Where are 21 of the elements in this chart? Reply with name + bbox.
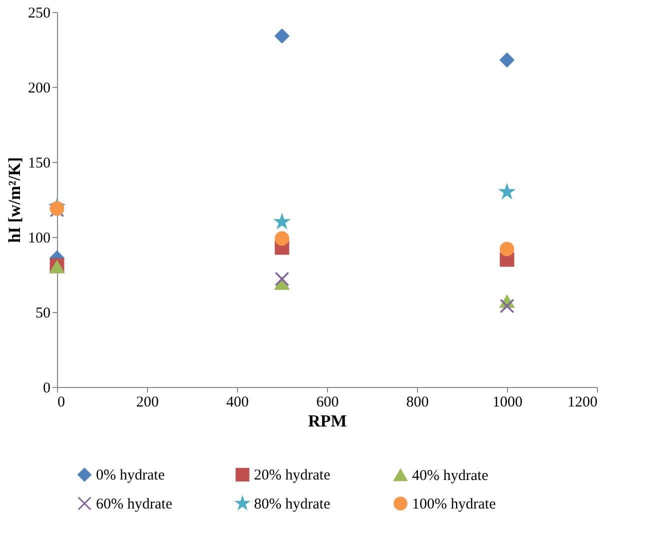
legend-label: 0% hydrate [96,468,166,484]
x-tick-label: 1000 [492,394,522,410]
y-tick-label: 250 [28,6,50,22]
legend-label: 60% hydrate [96,496,173,512]
x-tick-label: 200 [136,394,159,410]
x-tick-label: 1200 [568,394,598,410]
y-tick-label: 200 [28,80,50,96]
y-tick-label: 150 [28,156,50,172]
x-axis-title: RPM [308,412,347,430]
legend-label: 100% hydrate [412,496,496,512]
x-tick-label: 600 [316,394,339,410]
x-tick-label: 400 [226,394,249,410]
legend-label: 40% hydrate [412,468,489,484]
y-tick-label: 0 [43,380,50,396]
y-axis-title: hI [w/m²/K] [5,157,24,243]
x-tick-label: 0 [58,394,65,410]
y-tick-label: 50 [36,306,50,322]
legend-label: 20% hydrate [254,468,331,484]
legend-label: 80% hydrate [254,496,331,512]
y-tick-label: 100 [28,230,50,246]
x-tick-label: 800 [406,394,429,410]
